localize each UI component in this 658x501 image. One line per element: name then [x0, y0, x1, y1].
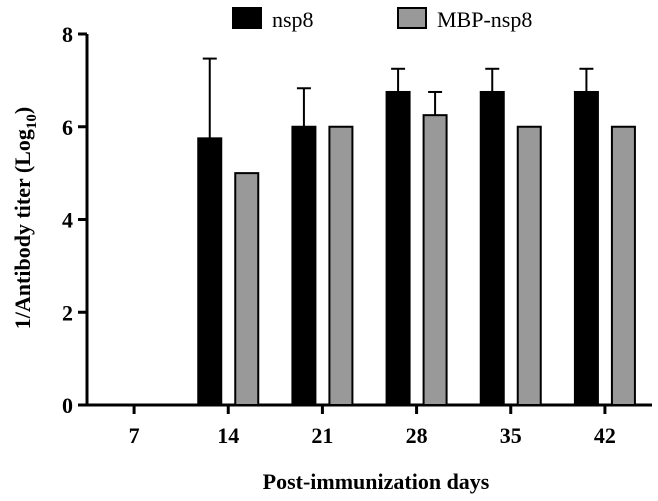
- legend: nsp8 MBP-nsp8: [232, 7, 532, 32]
- bar-mbp-nsp8-42: [610, 125, 636, 406]
- bar-mbp-nsp8-28: [422, 114, 448, 406]
- y-tick-label-8: 8: [62, 22, 73, 47]
- y-tick-label-6: 6: [62, 115, 73, 140]
- y-axis-title: 1/Antibody titer (Log10): [10, 107, 40, 329]
- y-axis-title-end: ): [10, 107, 35, 114]
- y-tick-label-4: 4: [62, 208, 73, 233]
- legend-swatch-nsp8: [232, 7, 262, 29]
- y-tick-label-2: 2: [62, 300, 73, 325]
- y-axis-title-subscript: 10: [24, 114, 40, 129]
- x-tick-label-14: 14: [217, 423, 239, 448]
- x-tick-label-7: 7: [129, 423, 140, 448]
- x-tick-label-21: 21: [311, 423, 333, 448]
- bar-nsp8-35: [479, 90, 505, 406]
- legend-label-mbp-nsp8: MBP-nsp8: [437, 7, 532, 32]
- bar-nsp8-21: [291, 125, 317, 406]
- bar-mbp-nsp8-14: [234, 172, 260, 406]
- x-tick-label-42: 42: [594, 423, 616, 448]
- bar-nsp8-42: [573, 90, 599, 406]
- legend-swatch-mbp-nsp8: [397, 7, 427, 29]
- x-tick-label-28: 28: [406, 423, 428, 448]
- plot-area: 0 2 4 6 8 7 14 21 28 35 42: [62, 22, 652, 448]
- bar-nsp8-14: [197, 137, 223, 406]
- bar-mbp-nsp8-21: [328, 125, 354, 406]
- y-tick-label-0: 0: [62, 393, 73, 418]
- legend-label-nsp8: nsp8: [272, 7, 314, 32]
- bar-nsp8-28: [385, 90, 411, 406]
- x-tick-label-35: 35: [500, 423, 522, 448]
- x-axis-title: Post-immunization days: [263, 469, 490, 494]
- y-axis-title-main: 1/Antibody titer (Log: [10, 129, 35, 329]
- bar-mbp-nsp8-35: [516, 125, 542, 406]
